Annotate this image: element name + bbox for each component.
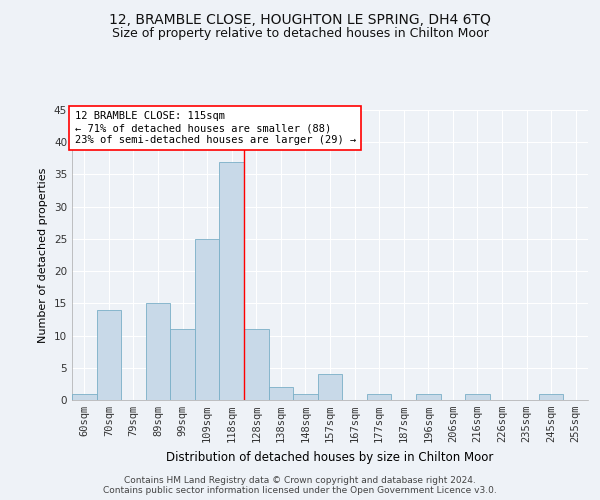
Text: Contains HM Land Registry data © Crown copyright and database right 2024.: Contains HM Land Registry data © Crown c… — [124, 476, 476, 485]
Bar — [170, 329, 195, 400]
Text: Size of property relative to detached houses in Chilton Moor: Size of property relative to detached ho… — [112, 28, 488, 40]
Bar — [293, 394, 318, 400]
Bar — [416, 394, 440, 400]
Bar — [220, 162, 244, 400]
Bar — [195, 239, 220, 400]
Text: 12, BRAMBLE CLOSE, HOUGHTON LE SPRING, DH4 6TQ: 12, BRAMBLE CLOSE, HOUGHTON LE SPRING, D… — [109, 12, 491, 26]
Bar — [367, 394, 391, 400]
Bar — [146, 304, 170, 400]
Y-axis label: Number of detached properties: Number of detached properties — [38, 168, 49, 342]
Text: Contains public sector information licensed under the Open Government Licence v3: Contains public sector information licen… — [103, 486, 497, 495]
Bar — [244, 329, 269, 400]
X-axis label: Distribution of detached houses by size in Chilton Moor: Distribution of detached houses by size … — [166, 450, 494, 464]
Bar — [318, 374, 342, 400]
Bar — [72, 394, 97, 400]
Bar — [539, 394, 563, 400]
Bar — [97, 310, 121, 400]
Bar — [465, 394, 490, 400]
Bar — [269, 387, 293, 400]
Text: 12 BRAMBLE CLOSE: 115sqm
← 71% of detached houses are smaller (88)
23% of semi-d: 12 BRAMBLE CLOSE: 115sqm ← 71% of detach… — [74, 112, 356, 144]
